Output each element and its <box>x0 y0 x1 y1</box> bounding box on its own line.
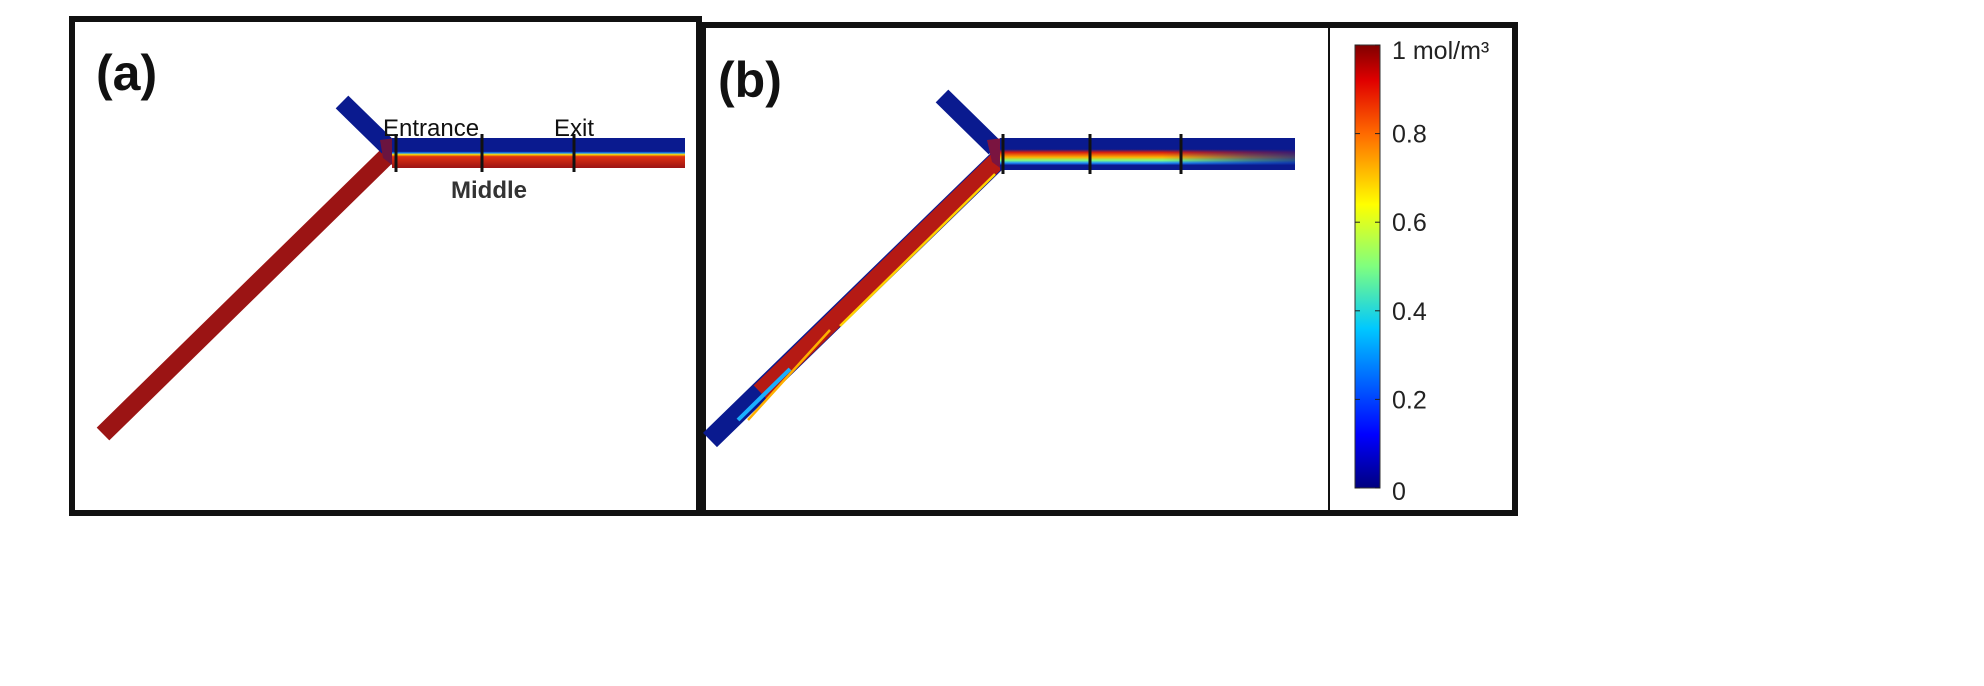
middle-label: Middle <box>451 177 527 204</box>
panel-a-side-inlet-channel <box>335 95 395 154</box>
exit-label: Exit <box>554 115 594 142</box>
panel-b-main-inlet-yellow-band <box>839 173 996 327</box>
panel-b-main-inlet-cyan-edge <box>736 367 792 422</box>
panel-b-main-inlet-red-core <box>753 153 1005 399</box>
panel-b-outlet-fade <box>1000 138 1295 170</box>
panel-a-label: (a) <box>96 45 157 101</box>
colorbar-tick-label: 0.2 <box>1392 386 1427 414</box>
panel-b-frame <box>700 22 1518 516</box>
panel-a: (a) Entrance Middle Exit <box>69 16 702 516</box>
colorbar-tick-label: 0.4 <box>1392 298 1427 326</box>
panel-b: (b) 1 mol/m³ 0.8 0.6 0.4 0.2 0 <box>700 22 1518 516</box>
colorbar-tick-label: 0.6 <box>1392 209 1427 237</box>
panel-a-frame <box>69 16 702 516</box>
colorbar-tick-label: 1 mol/m³ <box>1392 37 1489 65</box>
panel-b-side-inlet-channel <box>935 89 1002 155</box>
panel-b-main-inlet-yellow-edge <box>747 329 831 421</box>
colorbar-tick-label: 0.8 <box>1392 121 1427 149</box>
colorbar-ticks: 1 mol/m³ 0.8 0.6 0.4 0.2 0 <box>1355 37 1489 506</box>
entrance-label: Entrance <box>383 115 479 142</box>
colorbar-tick-label: 0 <box>1392 478 1406 506</box>
panel-a-outlet-channel <box>392 138 685 168</box>
panel-b-label: (b) <box>718 52 782 108</box>
colorbar <box>1354 44 1381 489</box>
panel-a-main-inlet-channel <box>96 144 399 441</box>
panel-b-junction <box>987 138 1003 170</box>
